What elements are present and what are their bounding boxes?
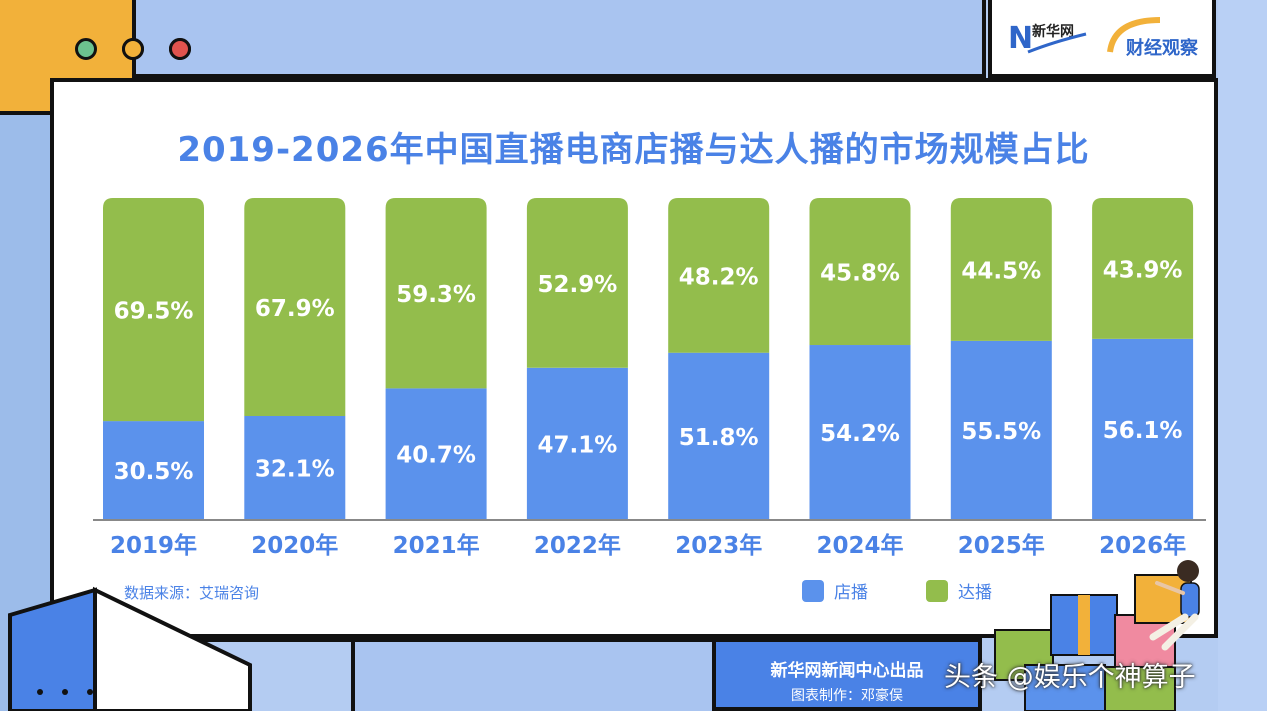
source-note: 数据来源：艾瑞咨询 xyxy=(124,584,260,602)
frame-left-strip xyxy=(0,0,50,711)
bar-influencer-3 xyxy=(526,198,628,368)
gift-boxes-illustration xyxy=(994,560,1200,711)
data-label-influencer-2: 59.3% xyxy=(396,282,476,308)
yellow-window-dot-icon xyxy=(122,38,144,60)
bar-store-0 xyxy=(103,421,204,519)
bar-store-5 xyxy=(809,345,911,519)
data-label-store-5: 54.2% xyxy=(820,421,900,447)
frame-right-strip xyxy=(1218,0,1267,711)
bar-influencer-6 xyxy=(950,198,1052,341)
x-tick-label-7: 2026年 xyxy=(1099,532,1186,559)
data-label-store-7: 56.1% xyxy=(1103,418,1183,444)
legend-swatch-influencer xyxy=(926,579,948,602)
legend-label-store: 店播 xyxy=(834,583,868,603)
credits-designer: 图表制作：邓豪俣 xyxy=(791,688,903,704)
bar-store-7 xyxy=(1092,338,1194,519)
x-tick-label-3: 2022年 xyxy=(534,532,621,559)
x-tick-label-1: 2020年 xyxy=(251,532,338,559)
bottom-strip-middle xyxy=(355,638,712,711)
data-label-influencer-0: 69.5% xyxy=(114,299,194,325)
frame-top-strip xyxy=(136,0,986,78)
credits-producer: 新华网新闻中心出品 xyxy=(770,661,924,681)
green-dot-icon xyxy=(75,38,97,60)
x-tick-label-0: 2019年 xyxy=(110,532,197,559)
bar-influencer-5 xyxy=(809,198,911,346)
bar-influencer-1 xyxy=(244,198,346,416)
xinhua-logo-text: 新华网 xyxy=(1032,23,1074,40)
legend-swatch-store xyxy=(802,579,824,602)
bar-influencer-4 xyxy=(668,198,770,353)
bar-store-6 xyxy=(950,340,1052,519)
data-label-store-1: 32.1% xyxy=(255,456,335,482)
xinhua-news-logo: N 新华网 xyxy=(1008,21,1087,56)
credits-box: 新华网新闻中心出品 图表制作：邓豪俣 xyxy=(712,638,982,711)
bar-store-3 xyxy=(526,367,628,519)
data-label-influencer-6: 44.5% xyxy=(961,258,1041,284)
finance-observer-logo: 财经观察 xyxy=(1107,17,1199,59)
bar-store-2 xyxy=(385,388,487,519)
data-label-influencer-1: 67.9% xyxy=(255,296,335,322)
logo-box xyxy=(988,0,1216,78)
watermark: 头条 @娱乐个神算子 xyxy=(944,662,1196,693)
bar-influencer-7 xyxy=(1092,198,1194,339)
legend-label-influencer: 达播 xyxy=(958,583,992,603)
bar-store-1 xyxy=(244,415,346,519)
bar-influencer-0 xyxy=(103,198,204,422)
legend: 店播 达播 xyxy=(802,578,992,603)
data-label-influencer-3: 52.9% xyxy=(538,272,618,298)
data-label-store-0: 30.5% xyxy=(114,459,194,485)
red-window-dot-icon xyxy=(169,38,191,60)
data-label-influencer-5: 45.8% xyxy=(820,261,900,287)
bar-influencer-2 xyxy=(385,198,487,389)
data-label-influencer-7: 43.9% xyxy=(1103,257,1183,283)
data-label-store-6: 55.5% xyxy=(961,419,1041,445)
x-tick-label-2: 2021年 xyxy=(393,532,480,559)
chart-title: 2019-2026年中国直播电商店播与达人播的市场规模占比 xyxy=(177,130,1090,170)
x-tick-label-4: 2023年 xyxy=(675,532,762,559)
data-label-influencer-4: 48.2% xyxy=(679,264,759,290)
x-tick-label-6: 2025年 xyxy=(958,532,1045,559)
data-label-store-2: 40.7% xyxy=(396,443,476,469)
cube-decoration xyxy=(8,586,252,711)
bar-store-4 xyxy=(668,352,770,519)
data-label-store-3: 47.1% xyxy=(538,432,618,458)
data-label-store-4: 51.8% xyxy=(679,425,759,451)
finance-logo-text: 财经观察 xyxy=(1126,37,1199,59)
x-tick-label-5: 2024年 xyxy=(816,532,903,559)
